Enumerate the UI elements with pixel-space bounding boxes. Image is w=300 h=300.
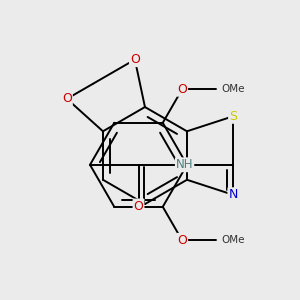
Text: OMe: OMe (221, 84, 244, 94)
Text: O: O (177, 83, 187, 96)
Text: N: N (228, 188, 238, 201)
Text: O: O (134, 200, 143, 212)
Text: S: S (229, 110, 237, 123)
Text: O: O (177, 234, 187, 247)
Text: O: O (130, 53, 140, 66)
Text: O: O (62, 92, 72, 105)
Text: OMe: OMe (221, 236, 244, 245)
Text: NH: NH (176, 158, 193, 171)
